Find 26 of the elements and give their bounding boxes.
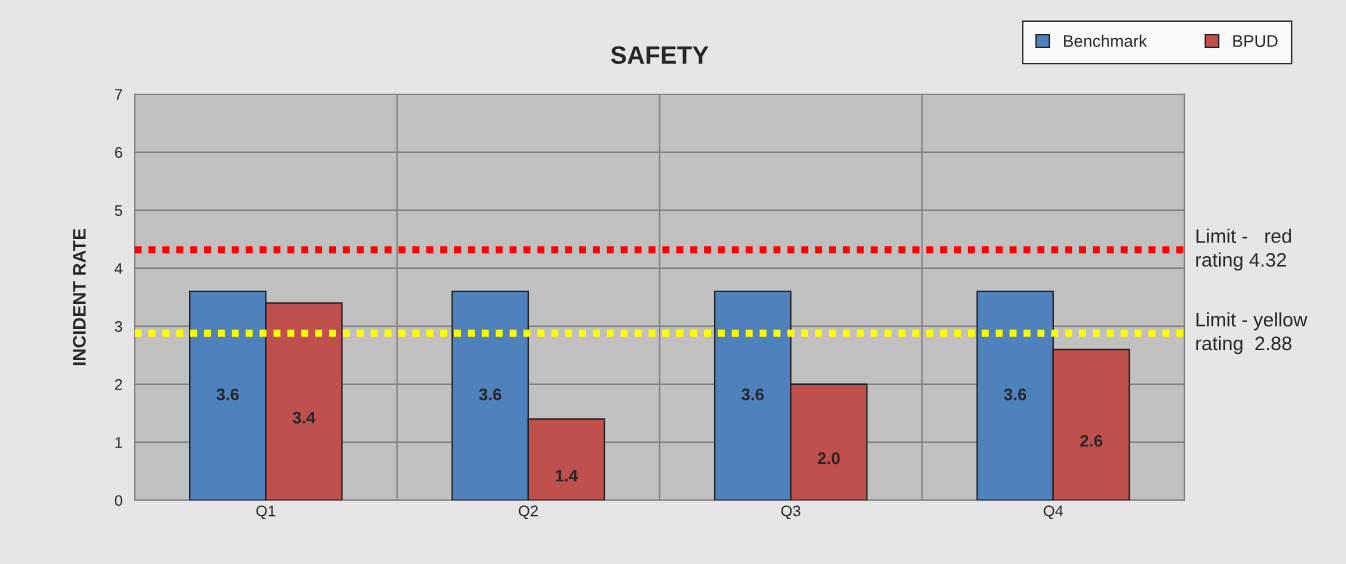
ref-line-label: Limit - yellow rating 2.88	[1196, 312, 1308, 355]
data-label: 1.4	[555, 469, 578, 482]
ref-line-label: Limit - red rating 4.32	[1196, 228, 1291, 271]
data-label: 3.6	[479, 388, 502, 401]
legend-label: BPUD	[1233, 35, 1278, 47]
x-tick-label: Q2	[518, 505, 538, 520]
y-tick-label: 7	[115, 89, 123, 100]
data-label: 3.6	[741, 388, 764, 401]
legend-label: Benchmark	[1064, 34, 1148, 47]
y-tick-label: 6	[115, 147, 123, 158]
y-tick-label: 2	[115, 379, 123, 390]
data-label: 3.6	[216, 388, 239, 401]
data-label: 3.4	[292, 411, 316, 424]
y-tick-label: 4	[114, 263, 123, 274]
chart-title: SAFETY	[610, 46, 709, 64]
x-tick-label: Q1	[256, 505, 276, 520]
y-tick-label: 3	[114, 321, 123, 332]
y-axis-title: INCIDENT RATE	[72, 228, 86, 366]
x-tick-label: Q4	[1043, 505, 1063, 520]
y-tick-label: 1	[115, 437, 123, 448]
data-label: 2.0	[817, 452, 840, 465]
data-label: 3.6	[1003, 388, 1027, 401]
y-tick-label: 0	[114, 495, 123, 506]
data-label: 2.6	[1080, 434, 1103, 447]
y-tick-label: 5	[114, 205, 123, 216]
x-tick-label: Q3	[781, 505, 801, 520]
